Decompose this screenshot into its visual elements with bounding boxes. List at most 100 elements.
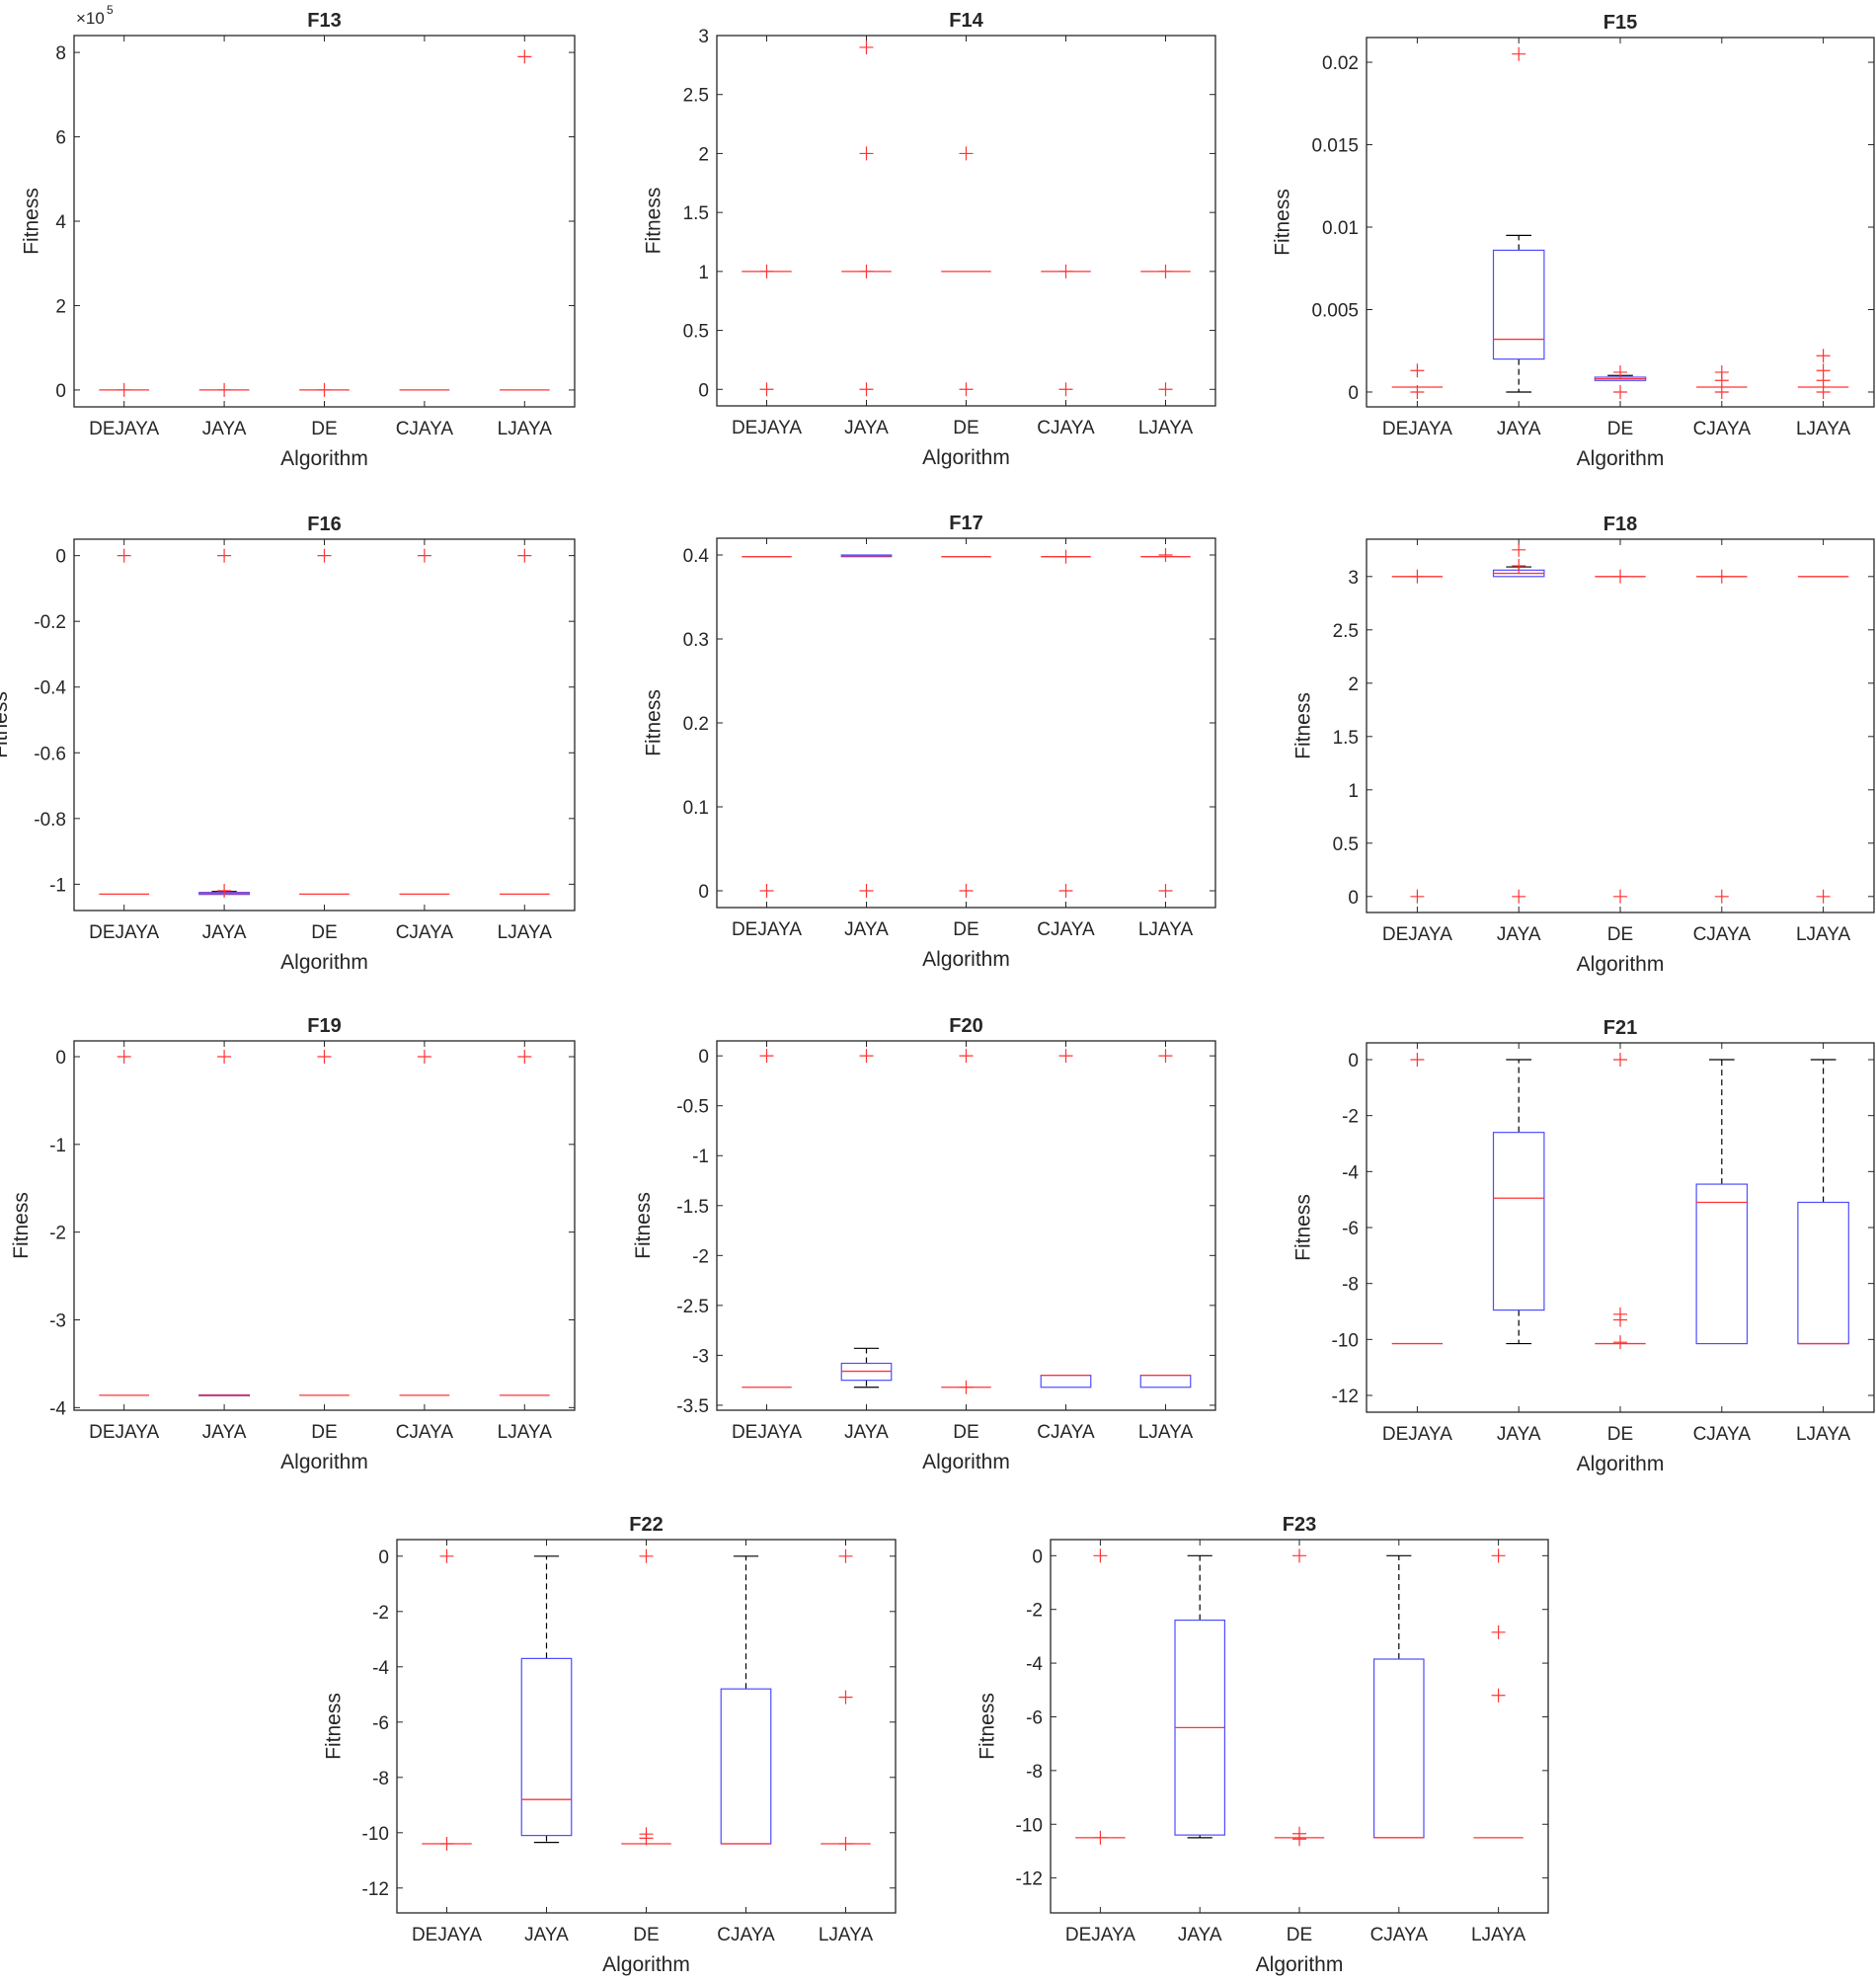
box-dejaya [742, 264, 792, 397]
y-tick-label: -10 [1016, 1815, 1043, 1836]
outlier-marker [117, 1049, 131, 1064]
box-cjaya [1696, 364, 1748, 399]
box-dejaya [99, 382, 150, 397]
x-tick-label: JAYA [844, 919, 889, 940]
x-tick-label: JAYA [844, 1422, 889, 1443]
box-de [941, 1049, 991, 1394]
y-tick-label: -6 [372, 1713, 389, 1734]
y-tick-label: -4 [49, 1398, 66, 1419]
plot-frame [716, 35, 1216, 407]
y-tick-label: -3.5 [676, 1396, 709, 1417]
outlier-marker [1491, 1625, 1506, 1639]
y-tick-label: -2 [692, 1246, 709, 1267]
box-de [1274, 1548, 1325, 1847]
x-tick-label: DE [953, 919, 978, 940]
y-tick-label: 0.3 [683, 630, 709, 651]
y-tick-label: 1.5 [683, 203, 709, 224]
x-tick-label: LJAYA [1471, 1925, 1526, 1945]
y-tick-label: -0.4 [34, 678, 66, 699]
x-tick-label: CJAYA [717, 1925, 775, 1945]
x-axis-label: Algorithm [1577, 1453, 1665, 1475]
outlier-marker [1410, 889, 1425, 904]
outlier-marker [859, 382, 874, 397]
y-tick-label: 0 [55, 547, 66, 568]
x-tick-label: CJAYA [396, 419, 454, 439]
outlier-marker [1158, 382, 1173, 397]
x-tick-label: DE [1607, 419, 1633, 439]
x-tick-label: CJAYA [1037, 919, 1095, 940]
box-dejaya [742, 1049, 792, 1388]
outlier-marker [859, 264, 874, 278]
y-tick-label: -12 [1016, 1869, 1043, 1890]
x-tick-label: LJAYA [498, 419, 553, 439]
outlier-marker [759, 884, 774, 898]
plot-frame [716, 1040, 1216, 1411]
outlier-marker [1410, 569, 1425, 584]
y-tick-label: 0.5 [1333, 834, 1359, 855]
y-tick-label: -0.8 [34, 810, 66, 831]
x-tick-label: DE [953, 418, 978, 438]
x-tick-label: DEJAYA [732, 418, 802, 438]
y-tick-label: 0 [698, 380, 709, 401]
chart-title: F15 [1603, 12, 1637, 34]
x-tick-label: DEJAYA [89, 419, 159, 439]
plot-frame [1050, 1539, 1549, 1914]
y-axis-label: Fitness [643, 689, 665, 756]
x-axis-label: Algorithm [1577, 953, 1665, 976]
chart-panel-f15: F15 0 0.005 0.01 0.015 0.02 DEJAYA JAYA DE CJAYA L… [1272, 12, 1875, 470]
x-tick-label: DE [1287, 1925, 1312, 1945]
plot-frame [73, 538, 576, 912]
y-tick-label: -2 [1342, 1107, 1359, 1128]
y-tick-label: 0.2 [683, 714, 709, 735]
plot-frame [716, 537, 1216, 909]
x-tick-label: DE [311, 922, 337, 943]
box-dejaya [1391, 363, 1444, 399]
box-cjaya [1696, 569, 1748, 904]
outlier-marker [1714, 384, 1729, 399]
outlier-marker [759, 264, 774, 278]
x-axis-label: Algorithm [922, 1451, 1010, 1473]
x-tick-label: JAYA [1178, 1925, 1222, 1945]
y-tick-label: -8 [372, 1769, 389, 1789]
y-tick-label: -2 [49, 1224, 66, 1244]
box-jaya [1492, 46, 1545, 393]
x-tick-label: CJAYA [1370, 1925, 1429, 1945]
y-tick-label: 1 [1348, 781, 1359, 802]
y-tick-label: -1 [692, 1147, 709, 1167]
x-tick-label: DE [633, 1925, 659, 1945]
outlier-marker [959, 884, 974, 898]
outlier-marker [1512, 559, 1526, 573]
outlier-marker [1816, 363, 1831, 378]
box-ljaya [1473, 1548, 1524, 1839]
outlier-marker [1613, 1335, 1627, 1350]
y-tick-label: -6 [1342, 1219, 1359, 1239]
y-tick-label: -3 [692, 1346, 709, 1367]
outlier-marker [859, 884, 874, 898]
x-tick-label: CJAYA [396, 1422, 454, 1443]
y-tick-label: 0 [698, 1047, 709, 1068]
y-tick-label: 0 [378, 1547, 389, 1568]
chart-panel-f13: F13 0 2 4 6 8 ×10 5 DEJAYA JAYA DE CJAYA LJAYA Algori… [21, 3, 576, 470]
x-axis-label: Algorithm [1577, 447, 1665, 470]
y-tick-label: -0.5 [676, 1097, 709, 1118]
x-axis-label: Algorithm [1256, 1953, 1344, 1976]
x-tick-label: DE [953, 1422, 978, 1443]
box-ljaya [1797, 576, 1849, 904]
y-tick-label: 4 [55, 212, 66, 233]
y-tick-label: 0 [1348, 383, 1359, 404]
x-tick-label: DEJAYA [1382, 924, 1452, 945]
outlier-marker [417, 548, 431, 563]
x-tick-label: CJAYA [1693, 419, 1752, 439]
x-tick-label: DEJAYA [1065, 1925, 1135, 1945]
box-dejaya [742, 556, 792, 898]
outlier-marker [1158, 548, 1173, 562]
y-tick-label: 0.1 [683, 798, 709, 819]
box-jaya [520, 1555, 573, 1844]
plot-frame [73, 1040, 576, 1411]
box-ljaya [1797, 1059, 1849, 1345]
box-ljaya [499, 49, 550, 391]
box-dejaya [99, 1049, 150, 1396]
box-de [941, 146, 991, 397]
x-tick-label: CJAYA [1693, 1424, 1752, 1445]
x-axis-label: Algorithm [280, 447, 368, 470]
